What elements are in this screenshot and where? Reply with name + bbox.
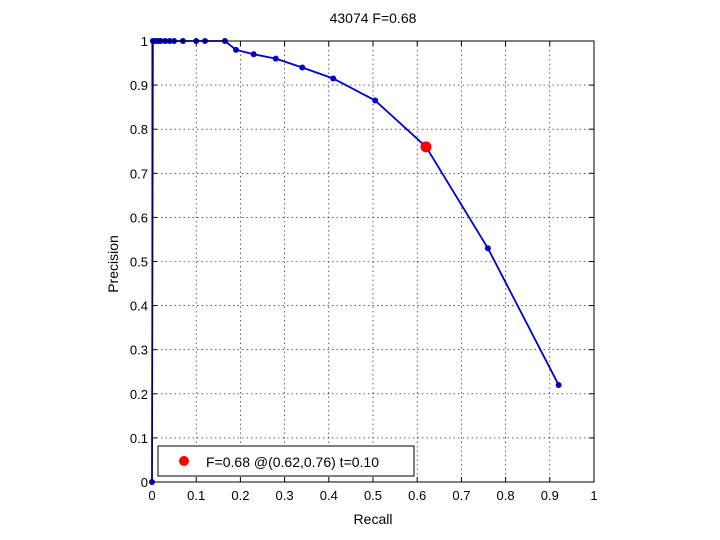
y-tick-label: 0.8 xyxy=(130,122,148,137)
y-tick-label: 0.3 xyxy=(130,343,148,358)
x-tick-label: 1 xyxy=(590,488,597,503)
y-tick-label: 0.9 xyxy=(130,78,148,93)
y-tick-label: 0.2 xyxy=(130,387,148,402)
data-point xyxy=(484,245,491,252)
data-point xyxy=(272,55,279,62)
plot-frame xyxy=(151,40,595,483)
grid-lines xyxy=(152,41,594,482)
legend-label: F=0.68 @(0.62,0.76) t=0.10 xyxy=(206,454,379,470)
legend-box xyxy=(157,445,415,477)
data-point xyxy=(250,51,257,58)
y-tick-label: 0 xyxy=(141,475,148,490)
x-tick-label: 0.3 xyxy=(276,488,294,503)
axis-ticks: 0 0.1 0.2 0.3 0.4 0.5 0.6 0.7 0.8 0.9 1 0 0.1 0.2 0.3 0… xyxy=(130,34,598,503)
x-tick-label: 0.8 xyxy=(497,488,515,503)
chart-title: 43074 F=0.68 xyxy=(330,10,417,26)
x-tick-label: 0.9 xyxy=(541,488,559,503)
legend-marker xyxy=(179,456,189,466)
data-point xyxy=(299,64,306,71)
best-f-point xyxy=(420,141,432,153)
x-tick-label: 0.6 xyxy=(408,488,426,503)
data-point xyxy=(372,97,379,104)
y-tick-label: 1 xyxy=(141,34,148,49)
y-tick-label: 0.5 xyxy=(130,255,148,270)
x-tick-label: 0.2 xyxy=(231,488,249,503)
legend: F=0.68 @(0.62,0.76) t=0.10 xyxy=(157,445,415,477)
data-point xyxy=(555,381,562,388)
y-tick-label: 0.7 xyxy=(130,166,148,181)
x-axis-label: Recall xyxy=(354,511,393,527)
x-tick-label: 0.4 xyxy=(320,488,338,503)
x-tick-label: 0.7 xyxy=(452,488,470,503)
data-point xyxy=(330,75,337,82)
x-tick-label: 0 xyxy=(148,488,155,503)
x-tick-label: 0.5 xyxy=(364,488,382,503)
y-tick-label: 0.6 xyxy=(130,210,148,225)
y-tick-label: 0.4 xyxy=(130,299,148,314)
y-tick-label: 0.1 xyxy=(130,431,148,446)
data-point xyxy=(232,46,239,53)
y-axis-label: Precision xyxy=(105,235,121,293)
x-tick-label: 0.1 xyxy=(187,488,205,503)
